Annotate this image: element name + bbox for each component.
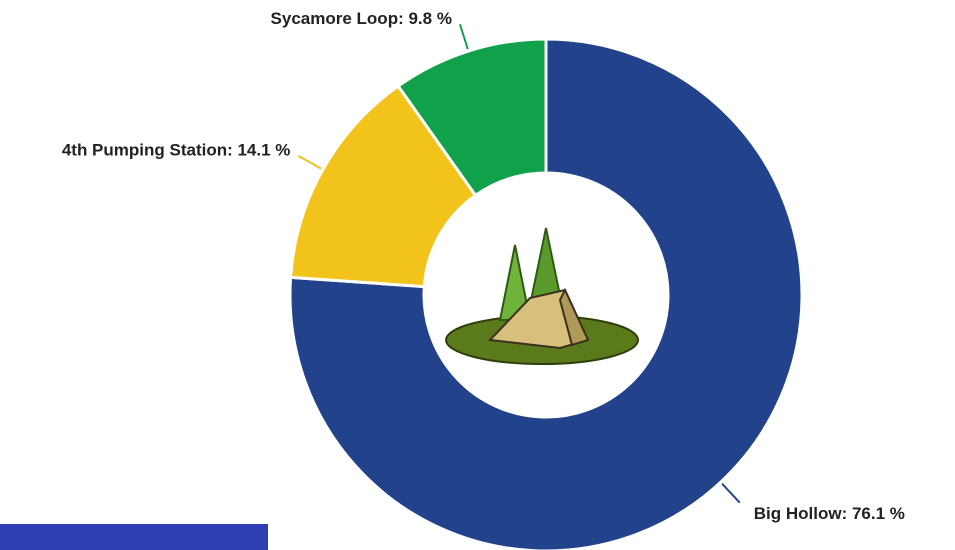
blue-bar — [0, 524, 268, 550]
leader-line — [460, 24, 468, 49]
slice-label: 4th Pumping Station: 14.1 % — [62, 140, 291, 159]
slice-label: Sycamore Loop: 9.8 % — [271, 9, 452, 28]
page: {"chart_data": {"type": "donut", "labels… — [0, 0, 955, 550]
camp-icon — [446, 228, 638, 364]
chart: Big Hollow: 76.1 % 4th Pumping Station: 1… — [0, 0, 955, 550]
leader-line — [298, 156, 321, 169]
leader-line — [722, 484, 740, 503]
slice-label: Big Hollow: 76.1 % — [754, 504, 905, 523]
